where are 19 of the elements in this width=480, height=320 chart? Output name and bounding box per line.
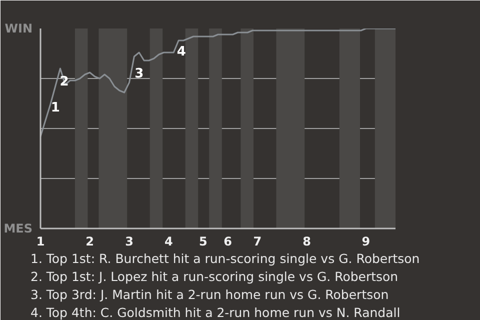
- x-tick-label: 1: [36, 234, 45, 248]
- x-tick-label: 3: [125, 234, 134, 248]
- x-tick-label: 8: [302, 234, 311, 248]
- annotation: 1: [50, 100, 60, 116]
- text: MES: [4, 222, 32, 236]
- text: 1. Top 1st: R. Burchett hit a run-scoring single vs G. Robertson: [30, 251, 420, 266]
- text: 4. Top 4th: C. Goldsmith hit a 2-run home run vs N. Randall: [30, 305, 400, 320]
- annotation: 2: [60, 74, 69, 90]
- x-tick-label: 6: [224, 234, 232, 248]
- x-tick-label: 2: [86, 234, 94, 248]
- text: 2. Top 1st: J. Lopez hit a run-scoring single vs G. Robertson: [30, 269, 398, 284]
- x-tick-label: 5: [199, 234, 208, 248]
- x-tick-label: 4: [164, 234, 173, 248]
- x-tick-label: 9: [362, 234, 370, 248]
- annotation: 4: [176, 44, 186, 60]
- annotation: 3: [134, 66, 144, 82]
- text: 3. Top 3rd: J. Martin hit a 2-run home run vs G. Robertson: [30, 287, 389, 302]
- x-tick-label: 7: [253, 234, 262, 248]
- text: WIN: [4, 22, 33, 36]
